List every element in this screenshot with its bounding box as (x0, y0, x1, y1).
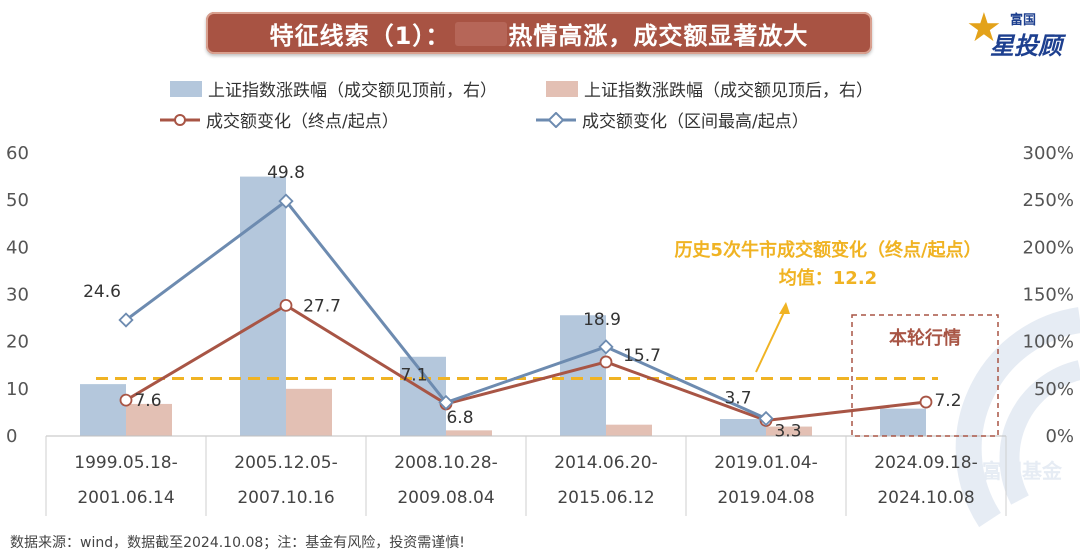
label-max-4: 3.7 (724, 389, 751, 409)
bar-1-2 (446, 430, 492, 436)
legend-swatch-bar-after (546, 80, 578, 97)
legend-label-bar-before: 上证指数涨跌幅（成交额见顶前，右） (208, 81, 497, 101)
footnote: 数据来源：wind，数据截至2024.10.08；注：基金有风险，投资需谨慎! (10, 535, 465, 551)
logo-line2: 星投顾 (990, 32, 1062, 60)
y-left-tick-60: 60 (6, 143, 29, 164)
label-end-2: 6.8 (446, 408, 473, 428)
bar-0-1 (240, 176, 286, 437)
bar-0-0 (80, 384, 126, 436)
title-text: 特征线索（1）： (269, 21, 451, 50)
title-text-tail: 热情高涨，成交额显著放大 (508, 21, 809, 50)
legend-label-line-end: 成交额变化（终点/起点） (206, 112, 399, 132)
label-end-1: 27.7 (303, 296, 341, 316)
legend-item-line-end: 成交额变化（终点/起点） (160, 107, 399, 132)
annotation-arrow (755, 307, 787, 373)
x-tick-label-2-end: 2009.08.04 (397, 488, 494, 508)
point-max-1 (278, 193, 294, 209)
label-max-0: 24.6 (83, 282, 121, 302)
x-tick-label-1-end: 2007.10.16 (237, 488, 334, 508)
series-line-0 (125, 303, 927, 422)
bar-1-0 (126, 403, 172, 436)
point-end-5 (919, 395, 933, 409)
logo-line1: 富国 (1010, 13, 1037, 28)
bar-1-1 (286, 388, 332, 436)
brand-logo: ★ 富国 星投顾 (966, 5, 1074, 60)
x-tick-label-3-start: 2014.06.20- (554, 453, 657, 473)
bar-0-3 (560, 315, 606, 436)
bar-0-2 (400, 356, 446, 436)
legend-swatch-line-end (160, 113, 200, 126)
legend-swatch-bar-before (170, 80, 202, 97)
star-icon: ★ (966, 5, 1002, 51)
x-tick-label-1-start: 2005.12.05- (234, 453, 337, 473)
redaction-mask (455, 22, 507, 46)
label-end-3: 15.7 (623, 346, 661, 366)
y-left-tick-40: 40 (6, 237, 29, 258)
point-max-3 (598, 339, 614, 355)
y-right-tick-4: 200% (1023, 237, 1074, 258)
y-right-tick-0: 0% (1045, 426, 1074, 447)
bar-1-3 (606, 424, 652, 436)
page-title: 特征线索（1）： 热情高涨，成交额显著放大 (206, 12, 872, 54)
point-max-0 (118, 312, 134, 328)
x-tick-label-2-start: 2008.10.28- (394, 453, 497, 473)
label-max-1: 49.8 (267, 163, 305, 183)
point-end-1 (279, 298, 293, 312)
point-end-0 (119, 393, 133, 407)
legend-label-bar-after: 上证指数涨跌幅（成交额见顶后，右） (584, 81, 873, 101)
x-tick-label-0-start: 1999.05.18- (74, 453, 177, 473)
y-left-tick-30: 30 (6, 285, 29, 306)
point-max-4 (758, 410, 774, 427)
watermark-text: 富国基金 (982, 459, 1063, 483)
x-tick-label-4-start: 2019.01.04- (714, 453, 817, 473)
legend-item-line-max: 成交额变化（区间最高/起点） (536, 107, 809, 132)
y-right-tick-5: 250% (1023, 190, 1074, 211)
y-right-tick-6: 300% (1023, 143, 1074, 164)
x-tick-label-5-end: 2024.10.08 (877, 488, 974, 508)
y-right-tick-1: 50% (1034, 379, 1074, 400)
annotation-arrowhead (779, 302, 790, 314)
bar-0-5 (880, 408, 926, 436)
y-right-tick-3: 150% (1023, 285, 1074, 306)
legend-label-line-max: 成交额变化（区间最高/起点） (582, 112, 809, 132)
point-end-3 (599, 355, 613, 369)
current-period-label: 本轮行情 (889, 327, 961, 349)
x-tick-label-3-end: 2015.06.12 (557, 488, 654, 508)
y-left-tick-20: 20 (6, 332, 29, 353)
bar-1-4 (766, 426, 812, 436)
point-max-2 (438, 394, 454, 411)
y-left-tick-0: 0 (6, 426, 17, 447)
x-tick-label-5-start: 2024.09.18- (874, 453, 977, 473)
label-end-0: 7.6 (134, 391, 161, 411)
label-max-2: 7.1 (400, 366, 427, 386)
x-tick-label-0-end: 2001.06.14 (77, 488, 174, 508)
annotation-line2: 均值：12.2 (779, 267, 877, 289)
x-tick-label-4-end: 2019.04.08 (717, 488, 814, 508)
y-left-tick-10: 10 (6, 379, 29, 400)
legend-item-bar-after: 上证指数涨跌幅（成交额见顶后，右） (546, 76, 873, 101)
label-max-3: 18.9 (583, 310, 621, 330)
legend-swatch-line-max (536, 111, 576, 128)
watermark: 富国基金 (955, 307, 1080, 528)
label-end-5: 7.2 (934, 391, 961, 411)
annotation-line1: 历史5次牛市成交额变化（终点/起点） (674, 239, 981, 261)
current-period-box (851, 314, 999, 437)
y-left-tick-50: 50 (6, 190, 29, 211)
bar-0-4 (720, 419, 766, 436)
y-right-tick-2: 100% (1023, 332, 1074, 353)
legend-item-bar-before: 上证指数涨跌幅（成交额见顶前，右） (170, 76, 497, 101)
label-end-4: 3.3 (774, 421, 801, 441)
